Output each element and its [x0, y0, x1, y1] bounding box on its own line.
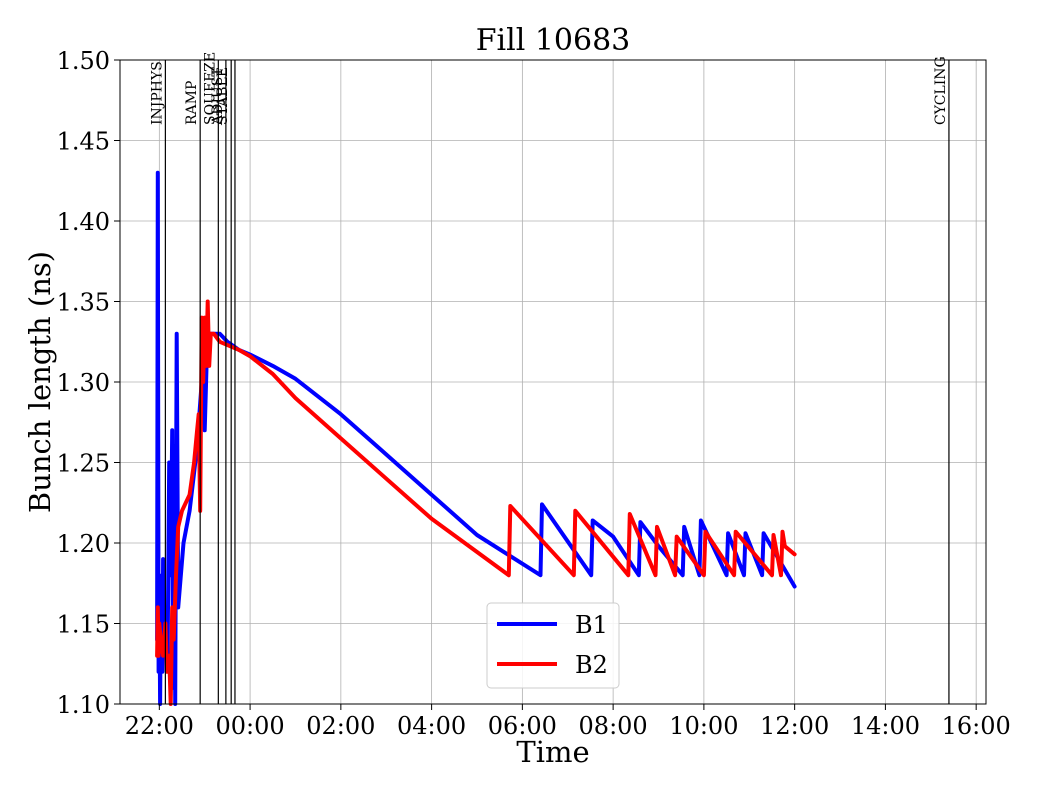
x-tick-label: 08:00	[579, 712, 648, 740]
y-tick-label: 1.40	[57, 208, 110, 236]
y-tick-label: 1.35	[57, 289, 110, 317]
legend-label-b2: B2	[575, 651, 608, 679]
y-tick-label: 1.45	[57, 128, 110, 156]
x-tick-label: 14:00	[851, 712, 920, 740]
y-tick-label: 1.30	[57, 369, 110, 397]
x-tick-label: 00:00	[216, 712, 285, 740]
beam-mode-label: SQUEEZE	[202, 52, 218, 125]
beam-mode-label: ADJUST	[210, 67, 226, 126]
y-tick-label: 1.50	[57, 47, 110, 75]
x-tick-label: 22:00	[125, 712, 194, 740]
beam-mode-label: STABLE	[215, 67, 231, 125]
beam-mode-label: CYCLING	[933, 56, 949, 125]
y-tick-label: 1.15	[57, 611, 110, 639]
chart-title: Fill 10683	[476, 23, 631, 58]
x-tick-label: 10:00	[669, 712, 738, 740]
legend-label-b1: B1	[575, 611, 608, 639]
x-axis-label: Time	[516, 735, 589, 769]
tick-layer: 22:00 00:00 02:00 04:00 06:00 08:00 10:00 12:00…	[57, 47, 1011, 740]
y-tick-label: 1.20	[57, 530, 110, 558]
x-tick-label: 02:00	[306, 712, 375, 740]
x-tick-label: 04:00	[397, 712, 466, 740]
beam-mode-label: INJPHYS	[149, 61, 165, 125]
y-tick-label: 1.25	[57, 450, 110, 478]
x-tick-label: 16:00	[942, 712, 1011, 740]
y-axis-label: Bunch length (ns)	[23, 251, 57, 513]
y-tick-label: 1.10	[57, 691, 110, 719]
x-tick-label: 06:00	[488, 712, 557, 740]
x-tick-label: 12:00	[760, 712, 829, 740]
beam-mode-label: RAMP	[184, 81, 200, 125]
